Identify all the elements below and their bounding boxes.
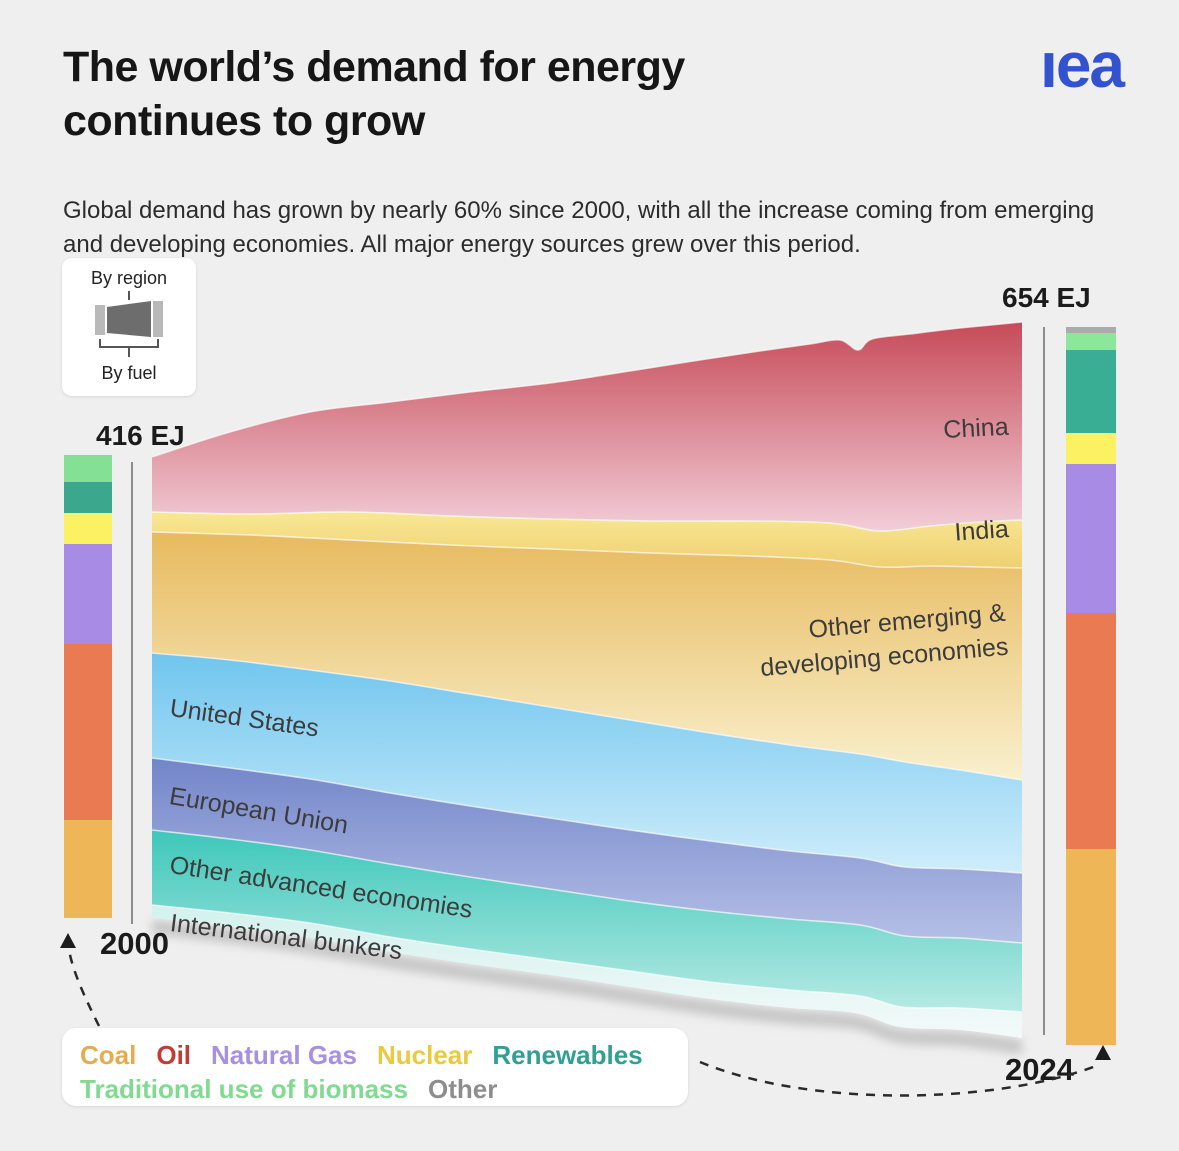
arrowhead-2000-icon — [60, 933, 76, 948]
stream-band-european-union — [152, 758, 1022, 943]
stream-band-united-states — [152, 653, 1022, 873]
region-label-international-bunkers: International bunkers — [168, 909, 404, 966]
stream-band-other-advanced-economies — [152, 830, 1022, 1012]
legend-item-natural-gas: Natural Gas — [211, 1040, 357, 1070]
legend-item-traditional-use-of-biomass: Traditional use of biomass — [80, 1074, 408, 1104]
axis-line-2000 — [131, 462, 133, 924]
legend-item-oil: Oil — [156, 1040, 192, 1070]
fuel-segment-other — [1066, 327, 1116, 333]
fuel-segment-coal — [64, 820, 112, 919]
page-title-line1: The world’s demand for energy — [63, 43, 685, 91]
legend-row-1: Coal Oil Natural Gas Nuclear Renewables — [80, 1038, 688, 1072]
fuel-segment-oil — [1066, 613, 1116, 850]
fuel-segment-traditional-use-of-biomass — [1066, 332, 1116, 351]
region-fuel-toggle[interactable]: By region By fuel — [62, 258, 196, 396]
fuel-bar-2000 — [64, 455, 112, 919]
arrow-to-2000 — [67, 949, 101, 1027]
fuel-segment-renewables — [1066, 350, 1116, 434]
year-label-2000: 2000 — [100, 926, 169, 961]
fuel-segment-oil — [64, 644, 112, 821]
region-label-united-states: United States — [168, 694, 321, 743]
region-label-china: China — [942, 412, 1010, 445]
page-title-line2: continues to grow — [63, 97, 425, 146]
legend-item-coal: Coal — [80, 1040, 137, 1070]
region-label-european-union: European Union — [167, 782, 351, 840]
fuel-legend: Coal Oil Natural Gas Nuclear Renewables Trad… — [62, 1028, 688, 1106]
page-title: The world’s demand for energy continues … — [63, 40, 963, 148]
axis-line-2024 — [1043, 327, 1045, 1035]
region-fuel-toggle-icon — [95, 291, 163, 357]
toggle-by-fuel-label[interactable]: By fuel — [101, 363, 157, 383]
toggle-by-region-label[interactable]: By region — [90, 268, 168, 288]
arrowhead-2024-icon — [1095, 1045, 1111, 1060]
fuel-segment-traditional-use-of-biomass — [64, 455, 112, 482]
legend-item-other: Other — [427, 1074, 498, 1104]
fuel-segment-coal — [1066, 849, 1116, 1045]
total-label-2024: 654 EJ — [1002, 282, 1091, 313]
iea-logo: ıea — [1040, 29, 1125, 101]
fuel-segment-nuclear — [64, 512, 112, 545]
year-label-2024: 2024 — [1005, 1052, 1074, 1087]
legend-item-nuclear: Nuclear — [376, 1040, 473, 1070]
fuel-segment-nuclear — [1066, 433, 1116, 465]
fuel-segment-renewables — [64, 481, 112, 513]
chart-subtitle: Global demand has grown by nearly 60% si… — [63, 197, 1095, 258]
legend-row-2: Traditional use of biomass Other — [80, 1072, 688, 1106]
band-boundary-line — [151, 904, 1023, 1013]
region-label-other-emerging: Other emerging & developing economies — [759, 598, 1010, 682]
fuel-segment-natural-gas — [1066, 464, 1116, 614]
fuel-bar-2024 — [1066, 327, 1116, 1045]
region-label-india: India — [953, 514, 1010, 547]
total-label-2000: 416 EJ — [96, 420, 185, 451]
legend-item-renewables: Renewables — [492, 1040, 643, 1070]
fuel-segment-natural-gas — [64, 544, 112, 645]
